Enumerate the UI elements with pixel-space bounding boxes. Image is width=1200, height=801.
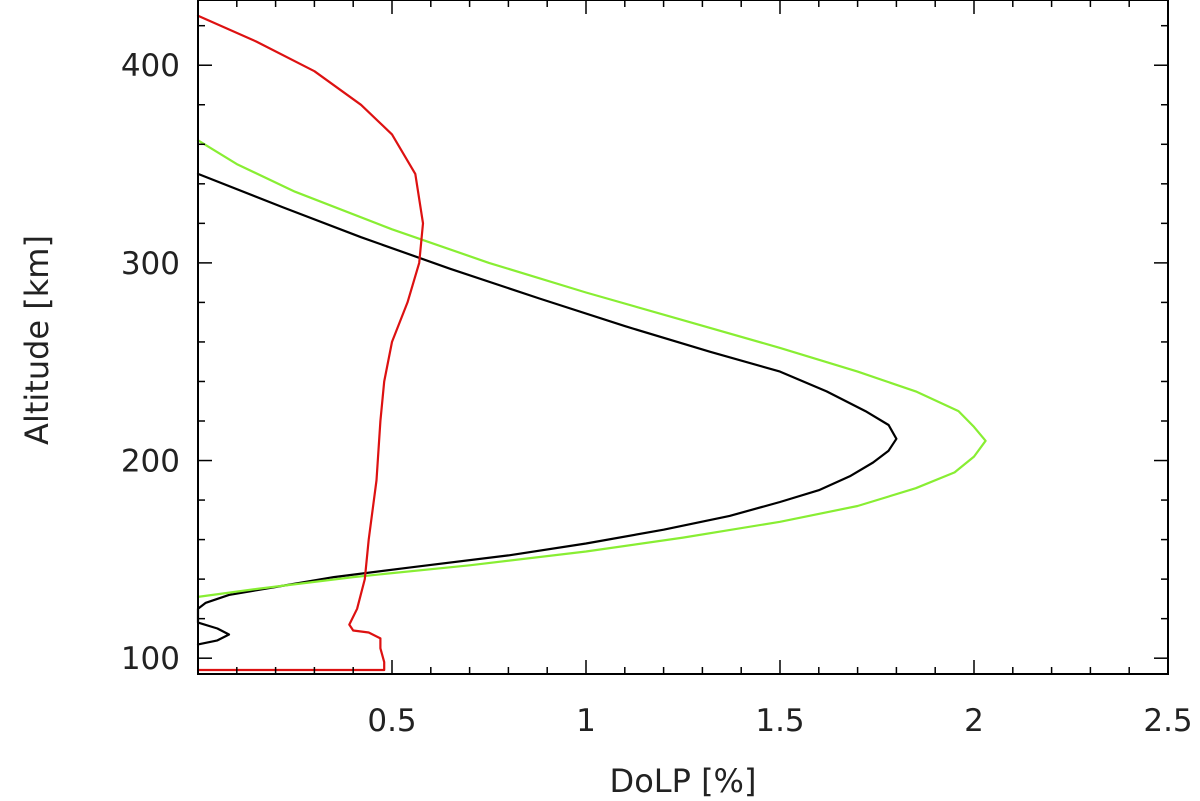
series-line-3	[196, 14, 425, 672]
y-tick-label: 300	[121, 246, 180, 282]
y-tick-label: 200	[121, 444, 180, 480]
x-tick-labels: 0.5 1 1.5 2 2.5	[367, 703, 1192, 739]
tick-layer	[198, 0, 1168, 674]
plot-background	[198, 0, 1168, 674]
y-tick-label: 400	[121, 48, 180, 84]
x-tick-label: 1	[576, 703, 596, 739]
y-axis-label: Altitude [km]	[18, 235, 56, 445]
x-tick-label: 1.5	[755, 703, 804, 739]
series-line-2	[196, 139, 987, 598]
x-tick-label: 0.5	[367, 703, 416, 739]
plot-frame	[197, 0, 1169, 675]
x-axis-label: DoLP [%]	[610, 762, 757, 800]
y-tick-labels: 100 200 300 400	[121, 48, 180, 677]
x-tick-label: 2	[964, 703, 984, 739]
x-tick-label: 2.5	[1143, 703, 1192, 739]
y-tick-label: 100	[121, 641, 180, 677]
